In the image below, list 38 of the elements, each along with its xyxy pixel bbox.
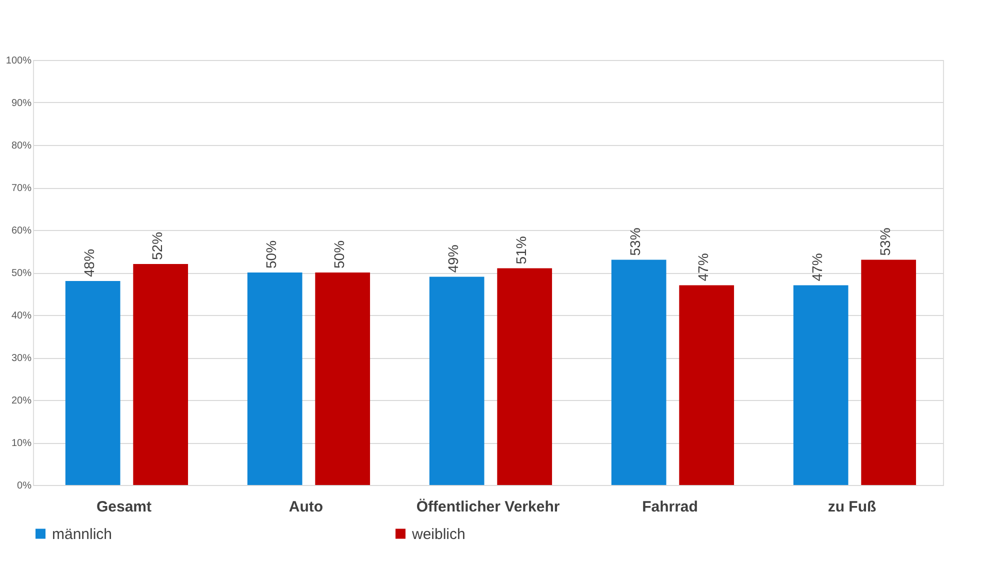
y-tick-label: 70% <box>11 183 32 194</box>
y-tick-label: 90% <box>11 98 32 109</box>
data-label: 50% <box>263 240 280 268</box>
y-tick-label: 40% <box>11 310 32 322</box>
x-tick-label: Fahrrad <box>642 498 698 516</box>
bar <box>429 276 484 485</box>
bar <box>497 268 552 485</box>
data-label: 50% <box>330 240 347 268</box>
bar <box>247 272 302 485</box>
y-tick-label: 60% <box>11 226 32 236</box>
data-label: 52% <box>148 232 165 260</box>
data-label: 51% <box>512 236 529 264</box>
data-label: 48% <box>81 248 98 277</box>
y-tick-label: 30% <box>11 353 32 364</box>
bar <box>315 272 370 485</box>
y-tick-label: 0% <box>17 480 32 492</box>
data-label: 53% <box>876 228 893 256</box>
bar <box>793 285 848 485</box>
data-label: 53% <box>627 228 644 256</box>
bar <box>861 260 916 485</box>
legend-label: männlich <box>52 526 112 543</box>
y-tick-label: 100% <box>6 56 32 66</box>
x-tick-label: Öffentlicher Verkehr <box>416 498 560 516</box>
data-label: 47% <box>694 253 711 282</box>
data-label: 49% <box>445 244 462 273</box>
y-tick-label: 20% <box>11 396 32 406</box>
y-tick-label: 80% <box>11 140 32 152</box>
bar <box>133 264 188 485</box>
bar <box>679 285 734 485</box>
y-tick-label: 10% <box>11 438 32 449</box>
x-tick-label: zu Fuß <box>828 498 876 516</box>
bar <box>65 281 120 485</box>
data-label: 47% <box>809 253 826 282</box>
bar <box>611 260 666 485</box>
legend-label: weiblich <box>411 526 466 543</box>
x-tick-label: Gesamt <box>96 498 152 516</box>
x-tick-label: Auto <box>288 498 324 516</box>
y-tick-label: 50% <box>11 268 32 279</box>
